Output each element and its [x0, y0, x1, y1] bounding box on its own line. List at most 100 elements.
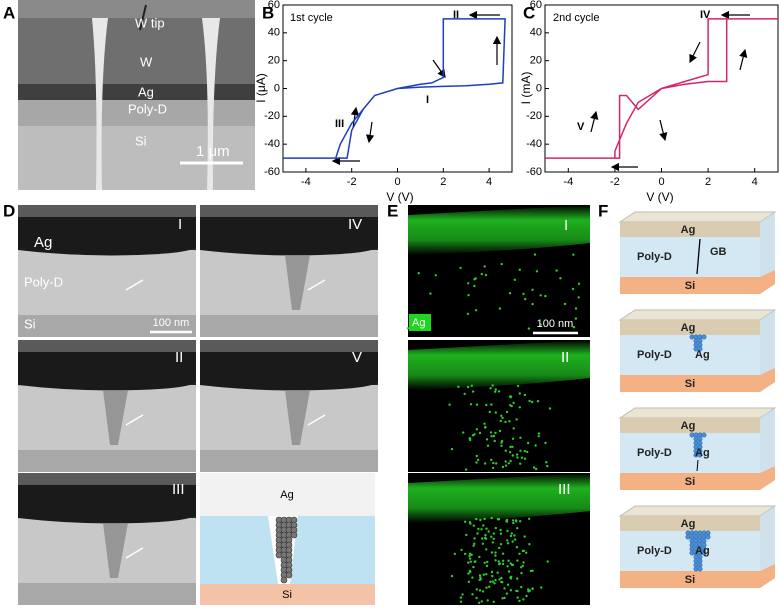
- ag-cluster: [693, 562, 699, 568]
- ag-dot: [477, 527, 480, 531]
- si-slab: [620, 564, 775, 588]
- ag-dot: [468, 552, 472, 555]
- ag-dot: [476, 458, 480, 462]
- x-tick-label: 0: [394, 176, 400, 188]
- layer-label: Ag: [34, 234, 52, 251]
- ag-dot: [499, 528, 502, 532]
- ag-dot: [525, 551, 528, 554]
- ag-dot: [508, 420, 511, 423]
- ag-dot: [480, 528, 483, 531]
- si-layer: [18, 583, 196, 605]
- layer-label: Si: [685, 574, 695, 586]
- ag-dot: [510, 532, 513, 535]
- ag-dot: [523, 393, 527, 397]
- ag-dot: [508, 451, 512, 454]
- ag-dot: [500, 262, 503, 266]
- ag-cluster: [697, 346, 703, 352]
- ag-dot: [469, 560, 472, 563]
- ag-dot: [494, 551, 497, 554]
- si-layer: [200, 315, 378, 337]
- annotation: II: [453, 9, 459, 21]
- ag-cluster: [689, 542, 695, 548]
- ag-dot: [497, 390, 501, 393]
- ag-slab: [620, 516, 760, 531]
- ag-slab: [620, 320, 760, 335]
- x-tick-label: 4: [752, 176, 758, 188]
- ag-dot: [467, 572, 470, 575]
- scale-bar-label: 100 nm: [153, 317, 190, 329]
- arrow: [125, 414, 144, 426]
- layer-label: Si: [685, 280, 695, 292]
- top-face: [618, 211, 777, 223]
- top-layer: [18, 205, 196, 217]
- ag-dot: [490, 435, 493, 438]
- ag-dot: [492, 600, 495, 603]
- ag-dot: [494, 388, 497, 391]
- ag-dot: [505, 592, 509, 595]
- layer-label: Poly-D: [128, 101, 167, 116]
- ag-cluster: [693, 534, 699, 540]
- ag-dot: [518, 552, 521, 555]
- ag-dot: [520, 571, 523, 575]
- ag-dot: [520, 585, 523, 589]
- ag-dot: [526, 450, 529, 454]
- ag-dot: [484, 534, 487, 537]
- ag-dot: [469, 522, 472, 525]
- ag-cluster: [685, 530, 691, 536]
- ag-dot: [493, 439, 496, 443]
- ag-dot: [479, 576, 482, 579]
- ag-dot: [513, 278, 516, 281]
- x-tick-label: 0: [658, 176, 664, 188]
- ag-dot: [504, 420, 507, 424]
- ag-dot: [520, 456, 524, 459]
- y-tick-label: -60: [264, 166, 280, 178]
- ag-dot: [486, 599, 489, 602]
- y-tick-label: 40: [268, 27, 280, 39]
- ag-cluster: [685, 534, 691, 540]
- ag-dot: [473, 542, 476, 545]
- ag-dot: [516, 589, 519, 593]
- ag-cluster: [693, 566, 699, 572]
- ag-dot: [487, 530, 490, 533]
- ag-dot: [545, 461, 548, 464]
- si-layer: [200, 450, 378, 472]
- ag-dot: [484, 536, 487, 540]
- ag-dot: [537, 435, 540, 438]
- ag-dot: [479, 518, 482, 522]
- ag-dot: [468, 437, 471, 440]
- particle: [280, 576, 288, 584]
- ag-dot: [513, 534, 516, 537]
- ag-dot: [450, 447, 454, 451]
- ag-dot: [534, 467, 538, 471]
- top-layer: [200, 340, 378, 352]
- ag-dot: [523, 535, 526, 538]
- ag-dot: [485, 586, 488, 589]
- ag-dot: [491, 541, 494, 544]
- ag-dot: [481, 590, 485, 593]
- ag-dot: [507, 570, 511, 573]
- chart-title: 1st cycle: [290, 12, 333, 24]
- ag-dot: [531, 587, 534, 591]
- ag-dot: [478, 589, 482, 592]
- y-tick-label: -40: [264, 138, 280, 150]
- ag-dot: [459, 600, 463, 603]
- ag-dot: [499, 419, 502, 423]
- layer-label: W: [140, 54, 153, 69]
- ag-dot: [539, 323, 542, 326]
- ag-dot: [494, 526, 497, 530]
- si-slab: [620, 270, 775, 294]
- ag-dot: [473, 284, 476, 288]
- ag-dot: [511, 519, 515, 522]
- ag-dot: [494, 554, 497, 557]
- ag-dot: [470, 384, 473, 387]
- ag-cluster: [693, 334, 699, 340]
- ag-edge: [200, 340, 379, 391]
- ag-dot: [496, 518, 500, 521]
- ag-dot: [492, 537, 495, 540]
- layer-label: Si: [685, 476, 695, 488]
- arrow: [307, 414, 326, 426]
- stage-label: III: [558, 481, 571, 498]
- ag-slab: [620, 222, 760, 237]
- scale-bar-label: 100 nm: [537, 318, 574, 330]
